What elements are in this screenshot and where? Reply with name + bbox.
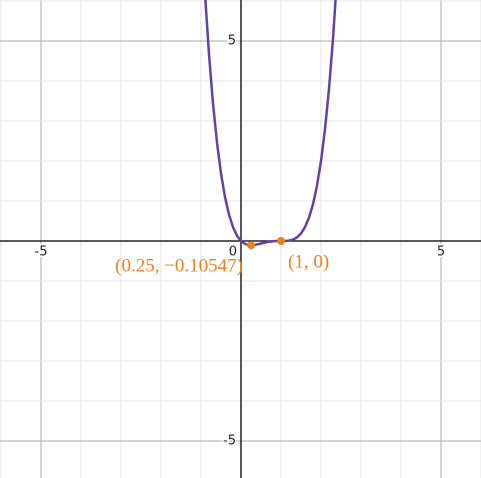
- y-tick-label: -5: [223, 434, 236, 449]
- y-tick-label: 5: [228, 34, 236, 49]
- plot-area: [204, 0, 337, 247]
- x-tick-label: 0: [229, 245, 237, 260]
- point-label: (1, 0): [288, 251, 329, 272]
- x-tick-label: 5: [437, 245, 445, 260]
- curve: [204, 0, 337, 247]
- point: [277, 237, 285, 245]
- point: [247, 241, 255, 250]
- point-label: (0.25, −0.10547): [115, 256, 243, 277]
- x-tick-label: -5: [35, 245, 48, 260]
